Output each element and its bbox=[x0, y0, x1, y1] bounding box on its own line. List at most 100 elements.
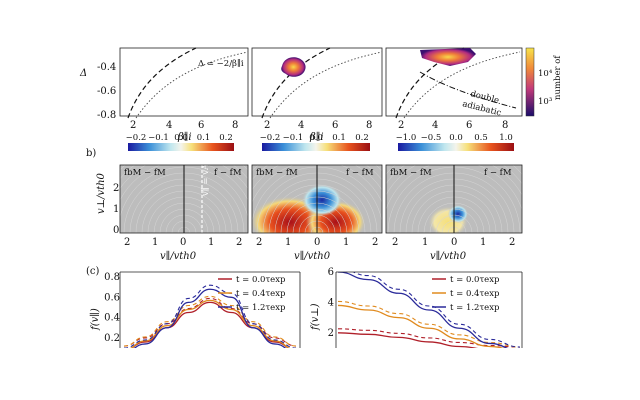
colorbar-tick-label: 0.1 bbox=[332, 133, 346, 143]
panel-b1: v∥ = vA0 fbM − fM f − fM 2 1 0 1 2 v∥/vt… bbox=[119, 158, 249, 262]
panel-b3-frame bbox=[385, 164, 523, 234]
row-a-colorbar-label: number of bbox=[553, 55, 563, 100]
panel-b1-xtick: 2 bbox=[124, 237, 130, 248]
panel-c-left-series bbox=[123, 284, 297, 348]
legend-label: t = 0.4τexp bbox=[450, 289, 500, 299]
panel-label-b: b) bbox=[86, 148, 96, 159]
panel-b1-left-label: fbM − fM bbox=[124, 168, 166, 178]
panel-c-left-yticks: 0.8 0.6 0.4 0.2 bbox=[104, 272, 120, 344]
panel-b2-xtick: 2 bbox=[372, 237, 378, 248]
panel-a1-annotation: Δ = −2/β∥i bbox=[198, 58, 244, 69]
panel-c-right-series bbox=[337, 272, 521, 348]
panel-b2-right-label: f − fM bbox=[346, 168, 374, 178]
panel-a3: double adiabatic 2 4 6 8 bbox=[385, 47, 523, 131]
panel-a1-xtick: 4 bbox=[166, 120, 172, 131]
colorbar-tick-label: −1.0 bbox=[396, 133, 417, 143]
panel-b1-va-annotation: v∥ = vA0 bbox=[200, 158, 211, 197]
panel-b1-xtick: 0 bbox=[180, 237, 186, 248]
series-line bbox=[337, 304, 505, 348]
panel-b1-xtick: 1 bbox=[152, 237, 158, 248]
panel-c-right: f(v⊥) 6 4 2 bbox=[310, 267, 523, 348]
row-c: (c) f(v∥) 0.8 0.6 0.4 0.2 t = 0.0τexp t = 0.… bbox=[86, 266, 523, 348]
panel-a1-xtick: 6 bbox=[198, 120, 204, 131]
panel-b1-xtick: 1 bbox=[208, 237, 214, 248]
panel-c-right-ylabel: f(v⊥) bbox=[310, 303, 321, 331]
panel-a2-xlabel: β∥i bbox=[309, 131, 324, 143]
series-line-dashed bbox=[352, 272, 521, 348]
panel-a2: 2 4 6 8 β∥i bbox=[251, 47, 383, 143]
panel-b1-frame bbox=[119, 164, 249, 234]
panel-b2-xtick: 1 bbox=[285, 237, 291, 248]
panel-c-left-ylabel: f(v∥) bbox=[89, 308, 101, 331]
ytick-label: 0.4 bbox=[104, 313, 120, 324]
series-line-dashed bbox=[337, 328, 521, 348]
panel-a2-frame bbox=[251, 47, 383, 117]
colorbar-tick-label: −0.5 bbox=[421, 133, 442, 143]
series-line-dashed bbox=[123, 284, 297, 348]
legend-label: t = 0.4τexp bbox=[236, 289, 286, 299]
panel-a2-xtick: 8 bbox=[366, 120, 372, 131]
row-b-ytick: 0 bbox=[113, 225, 119, 236]
panel-a1-ytick: -0.6 bbox=[97, 86, 116, 97]
panel-a2-xtick: 4 bbox=[298, 120, 304, 131]
panel-b1-xlabel: v∥/vth0 bbox=[160, 250, 197, 262]
ytick-label: 2 bbox=[328, 328, 334, 339]
row-a-colorbar-bar bbox=[525, 47, 535, 117]
row-b-ylabel: v⊥/vth0 bbox=[96, 172, 107, 214]
colorbar-tick-label: 0.0 bbox=[174, 133, 188, 143]
ytick-label: 0.2 bbox=[104, 333, 120, 344]
series-line bbox=[133, 288, 287, 348]
panel-b3-xtick: 2 bbox=[509, 237, 515, 248]
series-line bbox=[130, 299, 290, 348]
colorbar-tick-label: −0.1 bbox=[148, 133, 169, 143]
panel-a1: Δ = −2/β∥i -0.4 -0.6 -0.8 2 4 6 8 β∥i bbox=[97, 47, 249, 143]
legend-label: t = 0.0τexp bbox=[450, 275, 500, 285]
row-b-ytick: 1 bbox=[113, 204, 119, 215]
panel-a3-xtick: 2 bbox=[398, 120, 404, 131]
panel-b2-frame bbox=[251, 164, 383, 234]
legend-label: t = 1.2τexp bbox=[236, 303, 286, 313]
colorbar-tick-label: 1.0 bbox=[499, 133, 513, 143]
row-a-colorbar-tick: 10³ bbox=[538, 97, 552, 107]
ytick-label: 4 bbox=[328, 297, 334, 308]
ytick-label: 0.6 bbox=[104, 292, 120, 303]
legend-label: t = 0.0τexp bbox=[236, 275, 286, 285]
panel-a2-dashed-curve bbox=[261, 47, 331, 119]
panel-a2-xtick: 6 bbox=[332, 120, 338, 131]
panel-a3-dotted-curve bbox=[403, 51, 521, 119]
row-a-colorbar: 10⁴ 10³ number of bbox=[525, 47, 563, 117]
panel-label-c: (c) bbox=[86, 266, 100, 277]
panel-a1-xlabel: β∥i bbox=[177, 131, 192, 143]
colorbar-tick-label: −0.2 bbox=[260, 133, 281, 143]
panel-b2-xlabel: v∥/vth0 bbox=[294, 250, 331, 262]
panel-b3-blue-lobe bbox=[448, 205, 468, 223]
row-b: b) −0.2 −0.1 0.0 0.1 0.2 −0.2 −0.1 0.0 0.1 0.2 −1.… bbox=[86, 133, 523, 262]
row-b-colorbar-1 bbox=[128, 143, 234, 151]
panel-b3-right-label: f − fM bbox=[484, 168, 512, 178]
colorbar-tick-label: 0.1 bbox=[197, 133, 211, 143]
panel-a1-xtick: 8 bbox=[232, 120, 238, 131]
panel-b1-right-label: f − fM bbox=[214, 168, 242, 178]
colorbar-tick-label: 0.0 bbox=[309, 133, 323, 143]
series-line bbox=[337, 272, 508, 348]
legend-label: t = 1.2τexp bbox=[450, 303, 500, 313]
panel-b3-xtick: 1 bbox=[480, 237, 486, 248]
series-line bbox=[130, 301, 290, 348]
panel-a3-double-adiabatic-curve bbox=[419, 71, 517, 109]
panel-b2-xtick: 0 bbox=[314, 237, 320, 248]
panel-b2-xtick: 1 bbox=[343, 237, 349, 248]
panel-b3-left-label: fbM − fM bbox=[390, 168, 432, 178]
panel-b2: fbM − fM f − fM 2 1 0 1 2 v∥/vth0 bbox=[251, 164, 383, 262]
panel-b2-blue-lobe bbox=[302, 184, 342, 216]
panel-b3-xlabel: v∥/vth0 bbox=[430, 250, 467, 262]
panel-a1-ytick: -0.4 bbox=[97, 62, 116, 73]
panel-a3-xtick: 6 bbox=[466, 120, 472, 131]
colorbar-tick-label: 0.2 bbox=[219, 133, 233, 143]
colorbar-tick-label: 0.0 bbox=[449, 133, 463, 143]
ytick-label: 0.8 bbox=[104, 272, 120, 283]
panel-a3-dashed-curve bbox=[395, 47, 465, 119]
panel-c-left: f(v∥) 0.8 0.6 0.4 0.2 bbox=[89, 271, 301, 348]
panel-a1-xtick: 2 bbox=[130, 120, 136, 131]
panel-a2-density-blob bbox=[281, 57, 306, 77]
